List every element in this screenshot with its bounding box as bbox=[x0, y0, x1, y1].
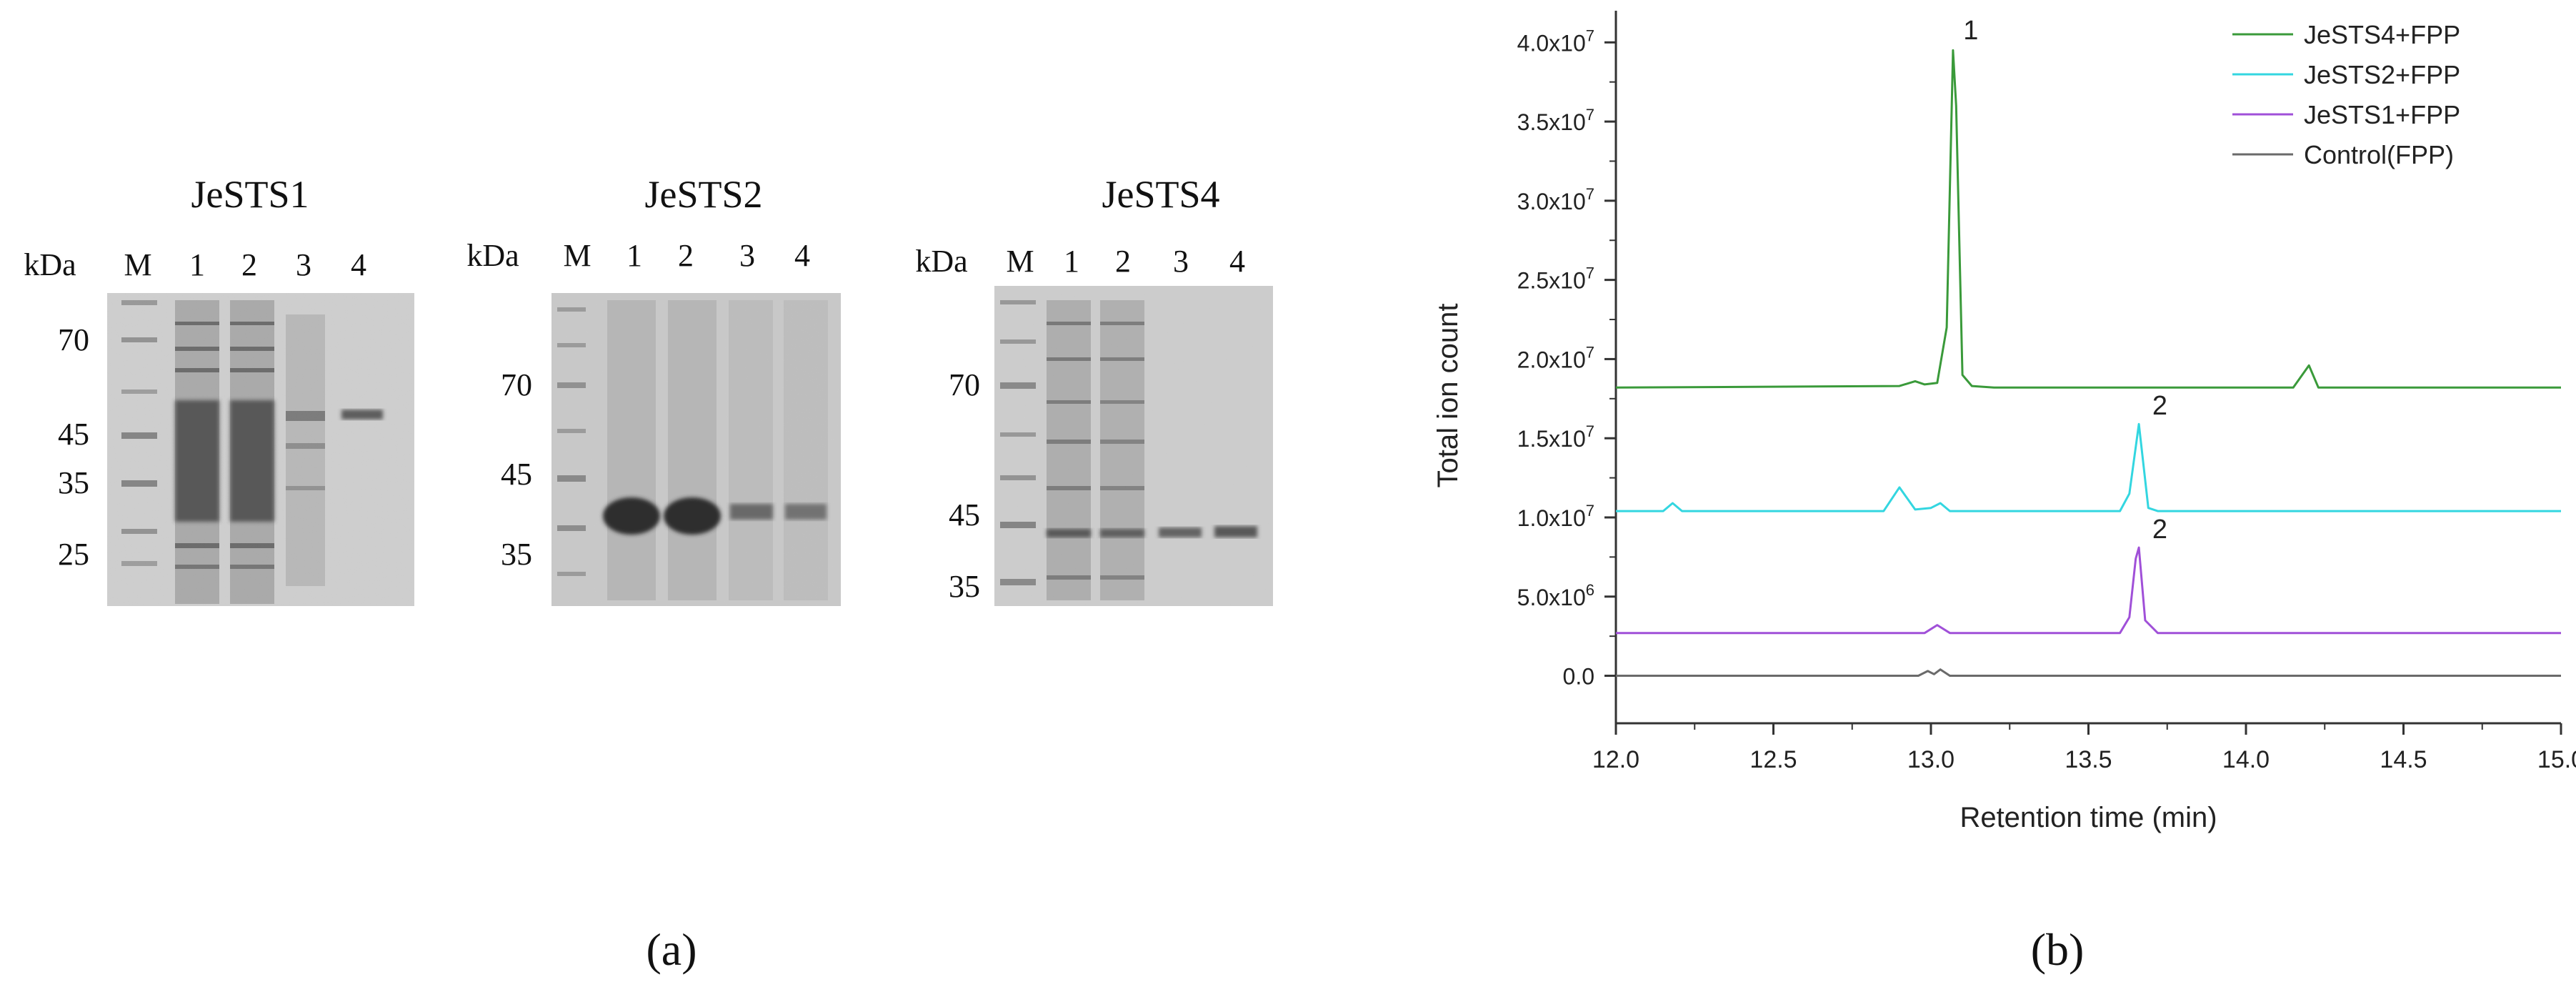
gel2-lane3 bbox=[729, 300, 773, 600]
y-tick-label: 5.0x106 bbox=[1517, 581, 1594, 610]
gel3-lane-label: M bbox=[1006, 244, 1034, 279]
gel3-title: JeSTS4 bbox=[1102, 173, 1219, 216]
gel3-unit: kDa bbox=[915, 244, 967, 279]
x-tick-label: 12.0 bbox=[1592, 746, 1639, 773]
chart-legend: JeSTS4+FPP JeSTS2+FPP JeSTS1+FPP Control(FP… bbox=[2232, 20, 2460, 169]
y-tick-label: 4.0x107 bbox=[1517, 26, 1594, 56]
peak-label: 2 bbox=[2152, 515, 2167, 545]
y-tick-label: 3.5x107 bbox=[1517, 106, 1594, 135]
chart-axes: 12.0 12.5 13.0 13.5 14.0 14.5 15.0 0.0 5.0x106 1.… bbox=[1517, 11, 2576, 773]
x-tick-label: 15.0 bbox=[2537, 746, 2576, 773]
gel2-lane-label: M bbox=[563, 238, 591, 273]
peak-label: 2 bbox=[2152, 391, 2167, 421]
gel1-lane-label: 3 bbox=[296, 247, 311, 282]
gel1-lane2 bbox=[230, 300, 274, 604]
gel3-lane4 bbox=[1214, 526, 1257, 537]
gel1-marker-label: 25 bbox=[58, 537, 89, 572]
chromatogram-chart: 12.0 12.5 13.0 13.5 14.0 14.5 15.0 0.0 5.0x106 1.… bbox=[1432, 11, 2576, 833]
gel2-marker-label: 70 bbox=[501, 367, 532, 402]
chart-annotations: 1 2 2 bbox=[1963, 16, 2167, 545]
gel1-marker-label: 70 bbox=[58, 322, 89, 357]
gel1-lane4 bbox=[341, 410, 383, 420]
gel3-lane1 bbox=[1047, 300, 1091, 600]
x-tick-label: 14.0 bbox=[2222, 746, 2270, 773]
gel2-marker-label: 35 bbox=[501, 537, 532, 572]
gel3-marker-lane bbox=[1000, 300, 1036, 585]
gel2-lane-label: 3 bbox=[739, 238, 755, 273]
y-tick-label: 2.0x107 bbox=[1517, 343, 1594, 372]
series-line-4 bbox=[1616, 668, 2561, 677]
y-tick-label: 0.0 bbox=[1563, 664, 1594, 690]
gel1-lane-label: 2 bbox=[241, 247, 257, 282]
panel-a-caption: (a) bbox=[646, 924, 697, 975]
gel1-lane-label: M bbox=[124, 247, 151, 282]
gel1-marker-label: 45 bbox=[58, 417, 89, 452]
gel2-marker-lane bbox=[557, 307, 586, 576]
legend-label: JeSTS4+FPP bbox=[2304, 20, 2460, 49]
gel2-lane-label: 1 bbox=[626, 238, 642, 273]
gel2-lane-label: 4 bbox=[794, 238, 810, 273]
legend-label: JeSTS1+FPP bbox=[2304, 100, 2460, 129]
panel-b-caption: (b) bbox=[2031, 924, 2085, 975]
gel3-lane-label: 1 bbox=[1064, 244, 1079, 279]
gel-jests1: JeSTS1 kDa M 1 2 3 4 70 45 35 25 bbox=[24, 173, 414, 606]
y-axis-label: Total ion count bbox=[1432, 304, 1464, 488]
series-line-1 bbox=[1615, 49, 2561, 389]
chart-series bbox=[1615, 49, 2561, 677]
gel3-lane2 bbox=[1100, 300, 1144, 600]
peak-label: 1 bbox=[1963, 16, 1978, 46]
gel1-lane-label: 4 bbox=[351, 247, 366, 282]
gel2-texture bbox=[551, 293, 841, 606]
y-tick-label: 2.5x107 bbox=[1517, 264, 1594, 294]
gel3-lane-label: 3 bbox=[1173, 244, 1189, 279]
gel3-lane3 bbox=[1159, 527, 1202, 537]
gel3-marker-label: 70 bbox=[949, 367, 980, 402]
gel2-unit: kDa bbox=[466, 238, 519, 273]
x-tick-label: 13.0 bbox=[1907, 746, 1955, 773]
gel2-lane4 bbox=[784, 300, 828, 600]
gel1-marker-label: 35 bbox=[58, 465, 89, 500]
x-tick-label: 14.5 bbox=[2380, 746, 2427, 773]
gel3-marker-label: 45 bbox=[949, 497, 980, 532]
legend-label: JeSTS2+FPP bbox=[2304, 60, 2460, 89]
gel1-title: JeSTS1 bbox=[191, 173, 309, 216]
gel2-lane1 bbox=[603, 300, 660, 600]
gel3-marker-label: 35 bbox=[949, 569, 980, 604]
gel3-lane-label: 2 bbox=[1115, 244, 1131, 279]
gel1-marker-lane bbox=[121, 300, 157, 566]
legend-label: Control(FPP) bbox=[2304, 140, 2454, 169]
gel1-lane-label: 1 bbox=[189, 247, 205, 282]
gel1-lane3 bbox=[286, 314, 325, 586]
gel2-lane2 bbox=[664, 300, 721, 600]
gel2-title: JeSTS2 bbox=[644, 173, 762, 216]
x-axis-label: Retention time (min) bbox=[1960, 802, 2217, 833]
x-tick-label: 13.5 bbox=[2065, 746, 2112, 773]
gel2-lane-label: 2 bbox=[678, 238, 694, 273]
x-tick-label: 12.5 bbox=[1749, 746, 1797, 773]
y-tick-label: 1.5x107 bbox=[1517, 422, 1594, 452]
gel-jests2: JeSTS2 kDa M 1 2 3 4 70 45 35 bbox=[466, 173, 841, 606]
gel1-lane1 bbox=[175, 300, 219, 604]
series-line-3 bbox=[1616, 546, 2561, 635]
gel-jests4: JeSTS4 kDa M 1 2 3 4 70 45 35 bbox=[915, 173, 1273, 606]
gel1-unit: kDa bbox=[24, 247, 76, 282]
y-tick-label: 3.0x107 bbox=[1517, 185, 1594, 214]
gel3-texture bbox=[994, 286, 1273, 606]
series-line-2 bbox=[1616, 422, 2561, 512]
gel2-marker-label: 45 bbox=[501, 457, 532, 492]
gel3-lane-label: 4 bbox=[1229, 244, 1245, 279]
y-tick-label: 1.0x107 bbox=[1517, 502, 1594, 531]
